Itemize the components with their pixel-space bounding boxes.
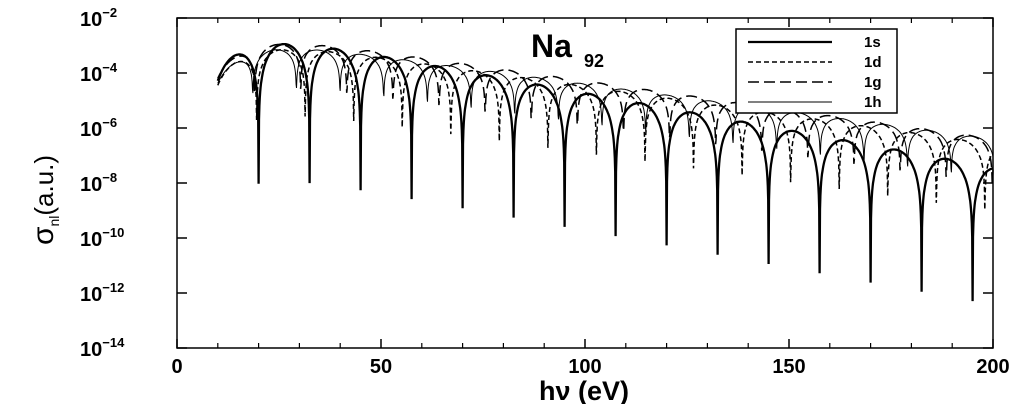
y-axis-ticks: 10−2 10−4 10−6 10−8 10−10 10−12 10−14: [80, 5, 993, 361]
annotation-sub: 92: [584, 51, 604, 71]
y-axis-label-base: σ: [27, 226, 60, 245]
x-tick-label: 50: [370, 356, 392, 378]
y-axis-label: σnl(a.u.): [27, 155, 62, 245]
annotation-main: Na: [531, 28, 572, 64]
y-axis-label-rest: (a.u.): [29, 155, 59, 216]
series-line-1g: [217, 43, 994, 184]
series-line-1s: [216, 42, 994, 302]
x-tick-label: 150: [772, 356, 805, 378]
y-tick-label: 10−4: [80, 60, 118, 86]
x-tick-label: 200: [976, 356, 1009, 378]
x-tick-label: 0: [171, 356, 182, 378]
x-tick-label: 100: [568, 356, 601, 378]
x-axis-label: hν (eV): [539, 376, 629, 404]
legend-label-1d: 1d: [864, 54, 882, 71]
y-tick-label: 10−12: [80, 280, 124, 306]
series-line-1h: [217, 49, 994, 173]
y-tick-label: 10−10: [80, 225, 124, 251]
legend-label-1s: 1s: [864, 34, 881, 51]
annotation-label: Na 92: [531, 28, 604, 71]
legend-label-1g: 1g: [864, 74, 882, 91]
y-tick-label: 10−6: [80, 115, 117, 141]
legend-label-1h: 1h: [864, 94, 882, 111]
y-axis-title: σnl(a.u.): [27, 155, 62, 245]
y-tick-label: 10−2: [80, 5, 117, 31]
y-axis-label-sub: nl: [46, 216, 62, 227]
x-axis-title: hν (eV): [539, 376, 629, 404]
legend: 1s 1d 1g 1h: [735, 28, 898, 114]
y-tick-label: 10−14: [80, 335, 125, 361]
y-tick-label: 10−8: [80, 170, 117, 196]
series-line-1d: [217, 49, 994, 210]
x-axis-ticks: 0 50 100 150 200: [171, 18, 1010, 378]
series-layer: [216, 42, 994, 302]
